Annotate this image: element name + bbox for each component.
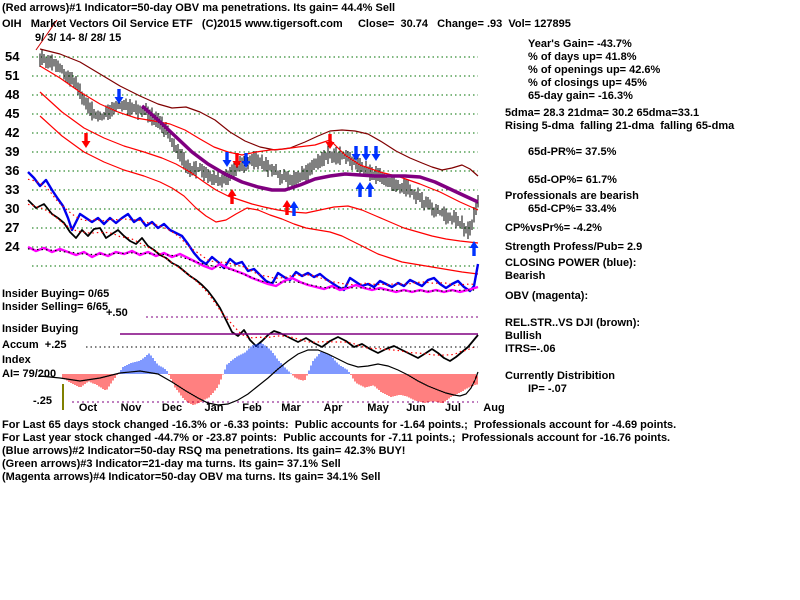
left-indicator-label: -.25 [33, 395, 52, 407]
y-axis-tick-label: 45 [5, 106, 20, 121]
month-label: May [367, 402, 389, 414]
month-label: Aug [483, 402, 505, 414]
right-panel-line: Professionals are bearish [505, 190, 639, 202]
right-panel-line: OBV (magenta): [505, 290, 589, 302]
footer-line: (Green arrows)#3 Indicator=21-day ma tur… [2, 458, 341, 470]
footer-line: (Blue arrows)#2 Indicator=50-day RSQ ma … [2, 445, 406, 457]
right-panel-line: 5dma= 28.3 21dma= 30.2 65dma=33.1 [505, 107, 700, 119]
right-panel-line: CP%vsPr%= -4.2% [505, 222, 602, 234]
date-range: 9/ 3/ 14- 8/ 28/ 15 [35, 32, 122, 44]
right-panel-line: 65d-CP%= 33.4% [528, 203, 617, 215]
signal-arrows [81, 89, 479, 256]
grid-lines [32, 56, 478, 267]
right-panel-line: 65d-PR%= 37.5% [528, 146, 617, 158]
blue-up-arrow [469, 241, 479, 256]
left-indicator-label: Insider Selling= 6/65 [2, 301, 109, 313]
series-resistance-band-maroon [39, 48, 479, 177]
month-label: Feb [242, 402, 262, 414]
right-panel-line: ITRS=-.06 [505, 343, 556, 355]
ticker-title-line: OIH Market Vectors Oil Service ETF (C)20… [2, 18, 571, 30]
series-closing-power-blue [27, 171, 480, 293]
left-indicator-label: Insider Buying [2, 323, 79, 335]
right-panel-line: 65d-OP%= 61.7% [528, 174, 617, 186]
y-axis-tick-label: 36 [5, 163, 20, 178]
blue-up-arrow [355, 182, 365, 197]
red-down-arrow [232, 153, 242, 168]
right-panel-line: % of days up= 41.8% [528, 51, 637, 63]
series-lower-band-red [39, 91, 479, 244]
month-label: Oct [78, 402, 98, 414]
right-panel-line: REL.STR..VS DJI (brown): [505, 317, 641, 329]
indicator1-header: (Red arrows)#1 Indicator=50-day OBV ma p… [2, 2, 396, 14]
month-label: Nov [120, 402, 142, 414]
right-panel-line: Bearish [505, 270, 546, 282]
right-panel-line: IP= -.07 [528, 383, 567, 395]
blue-down-arrow [241, 153, 251, 168]
annotation-lines [72, 316, 478, 403]
red-down-arrow [81, 133, 91, 148]
y-axis-tick-label: 30 [5, 201, 20, 216]
footer-line: (Magenta arrows)#4 Indicator=50-day OBV … [2, 471, 381, 483]
right-panel-line: % of openings up= 42.6% [528, 64, 661, 76]
y-axis-tick-label: 42 [5, 125, 20, 140]
series-rel-strength-black [27, 199, 479, 362]
series-lower-envelope-red [39, 115, 479, 275]
blue-up-arrow [365, 182, 375, 197]
y-axis-tick-label: 54 [5, 49, 20, 64]
left-indicator-label: Index [2, 354, 31, 366]
ai-histogram [62, 342, 478, 405]
right-panel-line: Rising 5-dma falling 21-dma falling 65-d… [505, 120, 735, 132]
blue-down-arrow [222, 152, 232, 167]
blue-down-arrow [361, 146, 371, 161]
right-panel-line: CLOSING POWER (blue): [505, 257, 637, 269]
right-panel-line: Currently Distribition [505, 370, 616, 382]
footer-line: For Last year stock changed -44.7% or -2… [2, 432, 671, 444]
month-label: Dec [161, 402, 183, 414]
footer-line: For Last 65 days stock changed -16.3% or… [2, 419, 677, 431]
right-panel-line: 65-day gain= -16.3% [528, 90, 633, 102]
right-panel-line: Year's Gain= -43.7% [528, 38, 632, 50]
blue-down-arrow [351, 146, 361, 161]
series-obv-magenta [27, 245, 479, 294]
right-panel-line: % of closings up= 45% [528, 77, 647, 89]
ai-ma-line [39, 349, 479, 406]
month-label: Apr [323, 402, 343, 414]
left-indicator-label: Accum +.25 [2, 339, 67, 351]
left-indicator-label: Insider Buying= 0/65 [2, 288, 110, 300]
left-indicator-label: AI= 79/200 [2, 368, 57, 380]
red-down-arrow [325, 134, 335, 149]
month-label: Jun [406, 402, 426, 414]
y-axis-tick-label: 24 [5, 239, 20, 254]
month-label: Mar [281, 402, 301, 414]
left-indicator-label: +.50 [106, 307, 128, 319]
month-label: Jul [445, 402, 461, 414]
red-up-arrow [227, 189, 237, 204]
y-axis-tick-label: 51 [5, 68, 20, 83]
blue-up-arrow [289, 201, 299, 216]
month-label: Jan [204, 402, 224, 414]
series-65dma-purple [140, 104, 479, 204]
blue-down-arrow [371, 146, 381, 161]
y-axis-tick-label: 48 [5, 87, 20, 102]
y-axis-tick-label: 27 [5, 220, 20, 235]
blue-down-arrow [114, 89, 124, 104]
right-panel-line: Bullish [505, 330, 542, 342]
y-axis-tick-label: 39 [5, 144, 20, 159]
red-scribble [35, 19, 58, 51]
red-up-arrow [282, 200, 292, 215]
right-panel-line: Strength Profess/Pub= 2.9 [505, 241, 643, 253]
y-axis-tick-label: 33 [5, 182, 20, 197]
